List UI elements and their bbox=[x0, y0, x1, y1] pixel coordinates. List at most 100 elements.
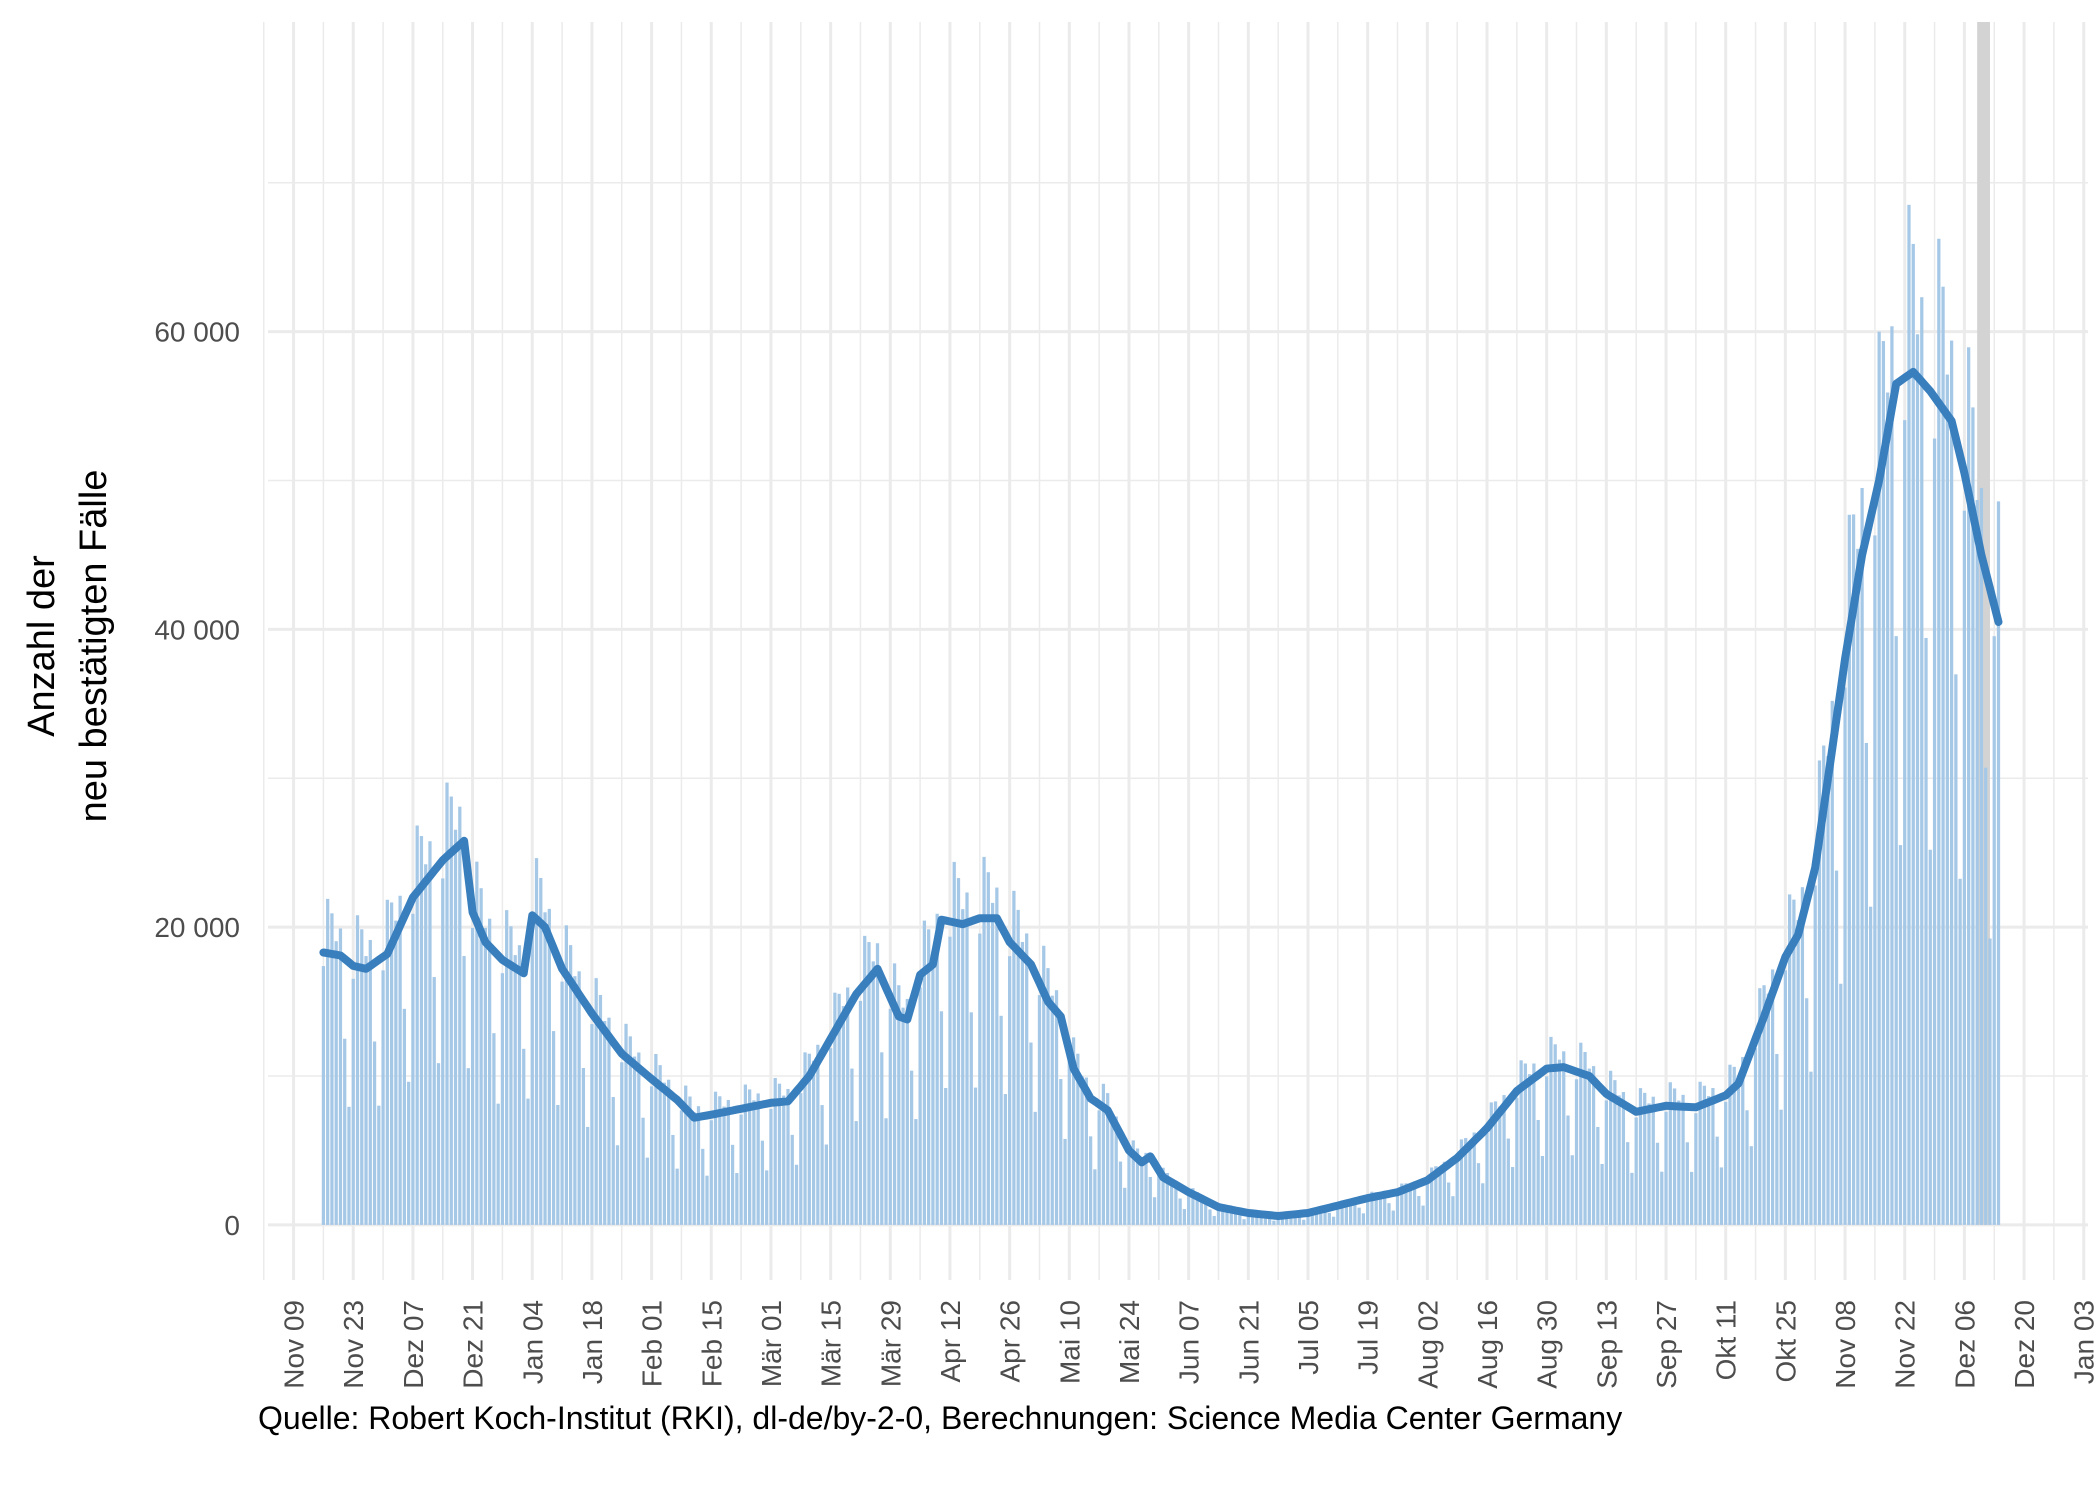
daily-case-bar bbox=[1417, 1196, 1421, 1225]
daily-case-bar bbox=[701, 1148, 705, 1225]
daily-case-bar bbox=[573, 976, 577, 1225]
daily-case-bar bbox=[615, 1145, 620, 1225]
daily-case-bar bbox=[965, 892, 969, 1225]
daily-case-bar bbox=[1327, 1212, 1331, 1225]
daily-case-bar bbox=[1442, 1161, 1447, 1225]
daily-case-bar bbox=[1455, 1161, 1459, 1225]
daily-case-bar bbox=[1562, 1051, 1566, 1225]
daily-case-bar bbox=[1822, 745, 1826, 1225]
daily-case-bar bbox=[871, 961, 875, 1225]
daily-case-bar bbox=[794, 1164, 799, 1225]
daily-case-bar bbox=[1728, 1064, 1732, 1225]
daily-case-bar bbox=[1766, 993, 1770, 1225]
y-tick-label: 20 000 bbox=[154, 912, 240, 943]
daily-case-bar bbox=[1805, 998, 1809, 1225]
daily-case-bar bbox=[441, 878, 445, 1225]
daily-case-bar bbox=[909, 1070, 914, 1225]
daily-case-bar bbox=[372, 1041, 377, 1225]
daily-case-bar bbox=[424, 864, 428, 1225]
daily-case-bar bbox=[667, 1079, 671, 1225]
daily-case-bar bbox=[368, 939, 372, 1225]
daily-case-bar bbox=[1357, 1207, 1361, 1225]
daily-case-bar bbox=[586, 1126, 590, 1225]
daily-case-bar bbox=[1106, 1093, 1110, 1225]
daily-case-bar bbox=[1438, 1167, 1442, 1225]
daily-case-bar bbox=[816, 1044, 820, 1225]
daily-case-bar bbox=[534, 858, 539, 1225]
daily-case-bar bbox=[1579, 1042, 1583, 1225]
daily-case-bar bbox=[662, 1082, 667, 1225]
daily-case-bar bbox=[1937, 238, 1941, 1225]
daily-case-bar bbox=[1719, 1167, 1724, 1225]
daily-case-bar bbox=[931, 951, 935, 1225]
daily-case-bar bbox=[381, 970, 385, 1225]
daily-case-bar bbox=[1110, 1112, 1114, 1225]
daily-case-bar bbox=[1911, 243, 1915, 1225]
daily-case-bar bbox=[730, 1144, 735, 1225]
daily-case-bar bbox=[1566, 1115, 1570, 1225]
daily-case-bar bbox=[509, 926, 513, 1225]
daily-case-bar bbox=[1272, 1220, 1276, 1225]
daily-case-bar bbox=[1042, 945, 1046, 1225]
daily-case-bar bbox=[475, 861, 479, 1225]
x-tick-label: Jul 19 bbox=[1353, 1300, 1384, 1375]
daily-case-bar bbox=[1421, 1205, 1425, 1225]
daily-case-bar bbox=[777, 1083, 782, 1225]
daily-case-bar bbox=[628, 1036, 632, 1225]
daily-case-bar bbox=[1076, 1053, 1080, 1225]
daily-case-bar bbox=[611, 1097, 615, 1225]
daily-case-bar bbox=[837, 993, 841, 1225]
daily-case-bar bbox=[722, 1106, 726, 1225]
daily-case-bar bbox=[799, 1093, 803, 1225]
daily-case-bar bbox=[620, 1062, 624, 1225]
daily-case-bar bbox=[1877, 331, 1881, 1225]
daily-case-bar bbox=[1489, 1102, 1493, 1225]
daily-case-bar bbox=[828, 1048, 833, 1225]
daily-case-bar bbox=[1250, 1211, 1255, 1225]
y-axis-title-line: neu bestätigten Fälle bbox=[73, 470, 115, 823]
daily-case-bar bbox=[1638, 1088, 1643, 1225]
daily-case-bar bbox=[394, 920, 398, 1225]
daily-case-bar bbox=[1084, 1077, 1088, 1225]
daily-case-bar bbox=[496, 1103, 500, 1225]
daily-case-bar bbox=[488, 918, 492, 1225]
daily-case-bar bbox=[449, 796, 453, 1225]
daily-case-bar bbox=[1229, 1208, 1233, 1225]
daily-case-bar bbox=[718, 1096, 722, 1225]
daily-case-bar bbox=[1924, 637, 1928, 1225]
daily-case-bar bbox=[995, 887, 999, 1225]
daily-case-bar bbox=[351, 978, 355, 1225]
daily-case-bar bbox=[1975, 499, 1979, 1225]
daily-case-bar bbox=[1745, 1110, 1749, 1225]
daily-case-bar bbox=[1297, 1217, 1302, 1225]
daily-case-bar bbox=[1216, 1207, 1221, 1225]
daily-case-bar bbox=[1395, 1193, 1400, 1225]
daily-case-bar bbox=[1502, 1095, 1506, 1225]
daily-case-bar bbox=[1783, 970, 1788, 1225]
daily-case-bar bbox=[505, 910, 509, 1225]
daily-case-bar bbox=[1187, 1193, 1191, 1225]
daily-case-bar bbox=[1468, 1141, 1472, 1225]
daily-case-bar bbox=[1246, 1213, 1250, 1225]
daily-case-bar bbox=[760, 1140, 765, 1225]
daily-case-bar bbox=[1890, 326, 1894, 1225]
daily-case-bar bbox=[560, 981, 564, 1225]
daily-case-bar bbox=[624, 1023, 628, 1225]
daily-case-bar bbox=[1285, 1213, 1289, 1225]
daily-case-bar bbox=[1208, 1209, 1212, 1225]
daily-case-bar bbox=[743, 1084, 748, 1225]
daily-case-bar bbox=[1366, 1199, 1370, 1225]
daily-case-bar bbox=[1626, 1142, 1630, 1225]
daily-case-bar bbox=[892, 963, 897, 1225]
daily-case-bar bbox=[564, 925, 568, 1225]
daily-case-bar bbox=[539, 877, 543, 1225]
daily-case-bar bbox=[1613, 1080, 1617, 1225]
daily-case-bar bbox=[1894, 636, 1898, 1225]
x-tick-label: Jan 04 bbox=[517, 1300, 548, 1384]
moving-average-line bbox=[319, 367, 2003, 1220]
daily-case-bar bbox=[1860, 487, 1864, 1225]
daily-case-bar bbox=[445, 782, 449, 1225]
daily-case-bar bbox=[1199, 1197, 1204, 1225]
daily-case-bar bbox=[1331, 1216, 1336, 1225]
daily-case-bar bbox=[1233, 1209, 1238, 1225]
